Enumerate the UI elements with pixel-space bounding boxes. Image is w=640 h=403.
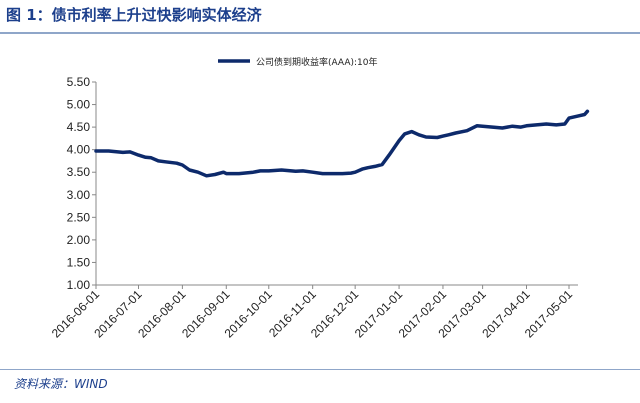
x-tick-labels: 2016-06-012016-07-012016-08-012016-09-01… bbox=[49, 285, 575, 341]
series-line-aaa-10y bbox=[94, 109, 590, 178]
y-tick-label: 5.00 bbox=[67, 98, 91, 112]
source-note: 资料来源：WIND bbox=[14, 377, 108, 391]
bottom-divider bbox=[0, 369, 640, 370]
legend: 公司债到期收益率(AAA):10年 bbox=[218, 56, 377, 68]
y-tick-label: 4.50 bbox=[67, 120, 91, 134]
y-tick-label: 3.00 bbox=[67, 188, 91, 202]
y-tick-label: 1.50 bbox=[67, 255, 91, 269]
y-tick-label: 1.00 bbox=[67, 278, 91, 292]
top-divider bbox=[0, 32, 640, 34]
y-tick-label: 5.50 bbox=[67, 75, 91, 89]
y-tick-label: 4.00 bbox=[67, 143, 91, 157]
chart-title: 图 1：债市利率上升过快影响实体经济 bbox=[6, 6, 262, 24]
legend-label: 公司债到期收益率(AAA):10年 bbox=[256, 56, 377, 68]
y-tick-label: 2.50 bbox=[67, 210, 91, 224]
y-tick-labels: 1.00 1.50 2.00 2.50 3.00 3.50 4.00 4.50 5.00 5.50 bbox=[67, 75, 96, 292]
y-tick-label: 2.00 bbox=[67, 233, 91, 247]
y-tick-label: 3.50 bbox=[67, 165, 91, 179]
